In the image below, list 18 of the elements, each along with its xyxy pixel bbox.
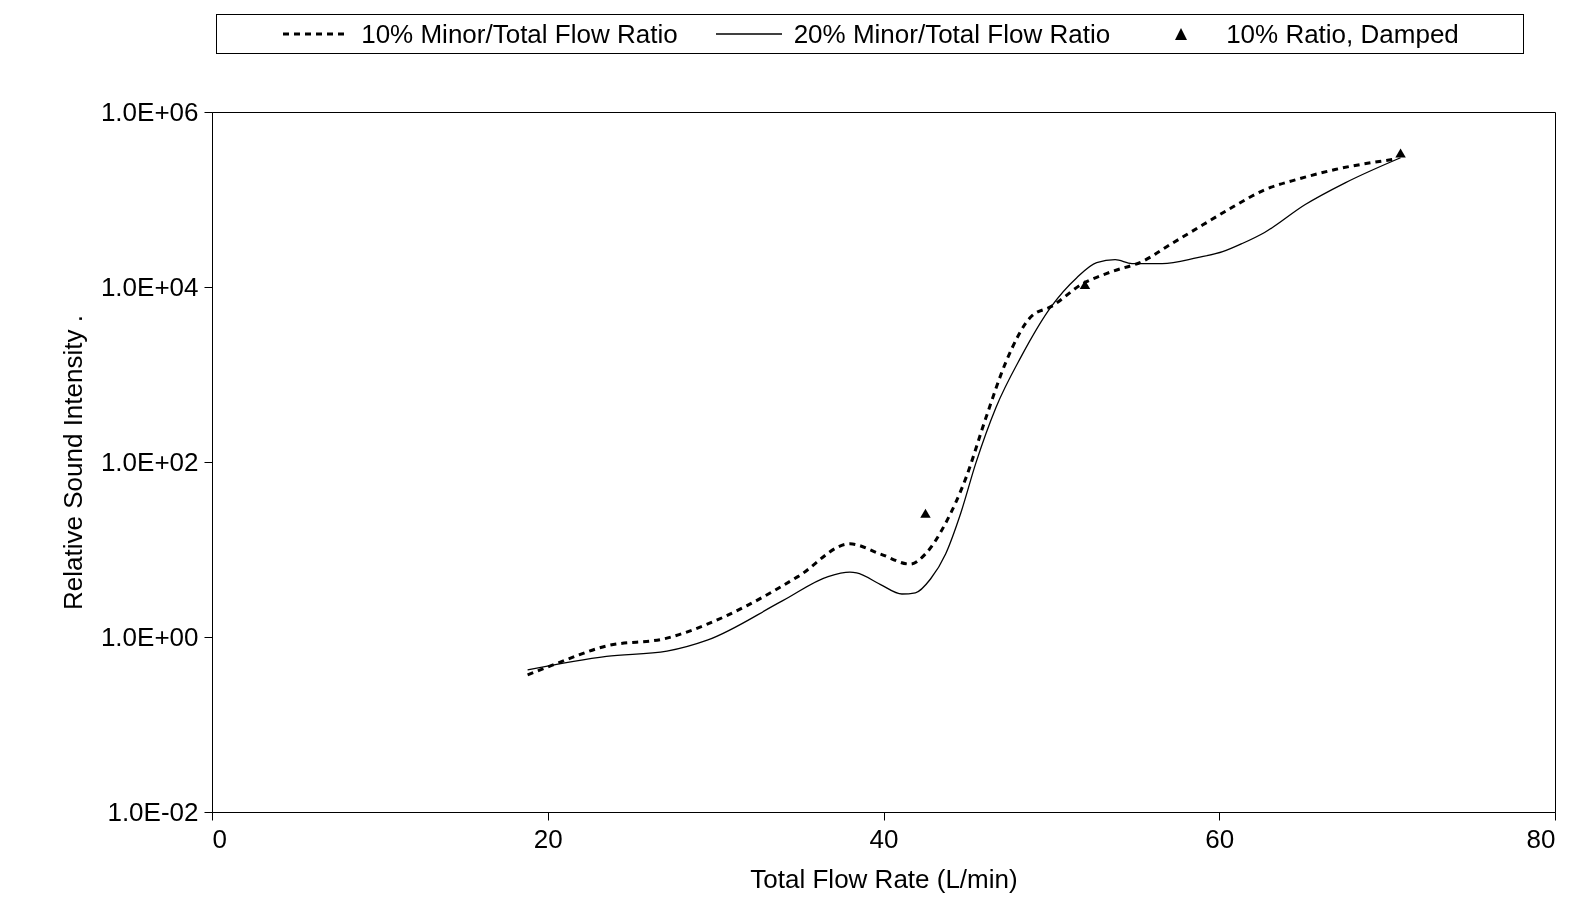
x-tick-label: 0 [212, 823, 227, 854]
point [920, 508, 931, 518]
x-tick-label: 20 [533, 823, 563, 854]
y-tick-label: 1.0E+06 [100, 96, 199, 127]
x-tick-label: 80 [1526, 823, 1556, 854]
y-axis-title: Relative Sound Intensity . [57, 315, 88, 610]
x-tick-label: 40 [869, 823, 899, 854]
y-tick-label: 1.0E+00 [100, 621, 199, 652]
y-tick-label: 1.0E-02 [107, 796, 199, 827]
point [1395, 148, 1406, 158]
y-tick-label: 1.0E+04 [100, 271, 199, 302]
legend-label: 10% Minor/Total Flow Ratio [361, 18, 678, 50]
x-tick-label: 60 [1205, 823, 1235, 854]
legend-label: 20% Minor/Total Flow Ratio [793, 18, 1111, 50]
legend-label: 10% Ratio, Damped [1226, 18, 1459, 50]
y-tick-label: 1.0E+02 [100, 446, 199, 477]
point [1079, 279, 1091, 289]
x-axis-title: Total Flow Rate (L/min) [750, 863, 1018, 894]
